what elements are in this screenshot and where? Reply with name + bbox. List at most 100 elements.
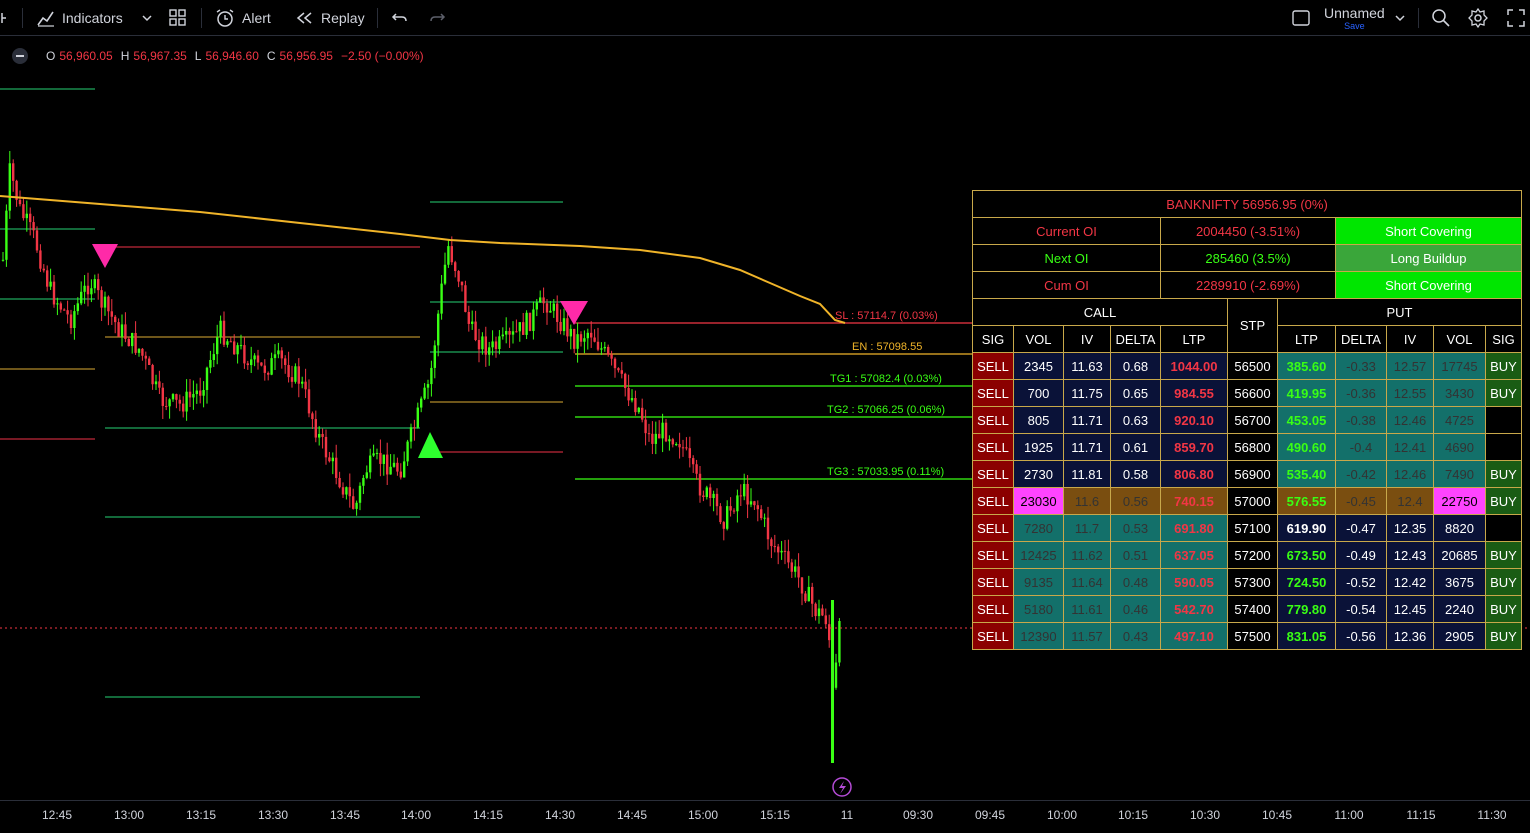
candle-body: [654, 433, 657, 444]
candle-body: [596, 341, 600, 350]
entry-label: EN : 57098.55: [852, 341, 923, 353]
candle-body: [688, 448, 691, 459]
candle-body: [165, 405, 168, 407]
put-ltp: 831.05: [1277, 622, 1336, 650]
candle-body: [416, 407, 419, 428]
candle-body: [610, 354, 613, 359]
candle-body: [141, 348, 144, 356]
strike-price: 57000: [1227, 487, 1278, 515]
candle-body: [488, 347, 491, 355]
fullscreen-icon: [1507, 9, 1525, 27]
replay-button[interactable]: Replay: [295, 0, 365, 36]
candle-body: [566, 318, 569, 337]
call-volume: 12390: [1013, 622, 1064, 650]
candle-body: [783, 550, 787, 552]
chain-row: SELL 12390 11.57 0.43 497.10 57500 831.05 -0.56…: [972, 622, 1522, 650]
candle-body: [35, 230, 39, 251]
ohlc-legend: O 56,960.05 H 56,967.35 L 56,946.60 C 56,956…: [12, 48, 428, 64]
candle-body: [573, 328, 576, 349]
candle-body: [423, 387, 426, 399]
stop-loss-label: SL : 57114.7 (0.03%): [835, 310, 938, 322]
candle-body: [301, 381, 304, 384]
sell-signal-marker: [560, 301, 588, 325]
time-tick-label: 14:15: [472, 808, 504, 822]
chain-row: SELL 805 11.71 0.63 920.10 56700 453.05 -0.38 12…: [972, 406, 1522, 434]
call-volume: 2345: [1013, 352, 1064, 380]
call-iv: 11.81: [1063, 460, 1111, 488]
call-iv: 11.75: [1063, 379, 1111, 407]
candle-body: [579, 334, 583, 342]
quick-search-button[interactable]: [1430, 0, 1452, 36]
chain-row: SELL 2730 11.81 0.58 806.80 56900 535.40 -0.42 1…: [972, 460, 1522, 488]
layout-checkbox[interactable]: [1291, 0, 1311, 36]
call-ltp: 542.70: [1160, 595, 1228, 623]
undo-button[interactable]: [390, 0, 410, 36]
indicators-button[interactable]: Indicators: [36, 0, 123, 36]
put-delta: -0.36: [1335, 379, 1387, 407]
save-label[interactable]: Save: [1344, 20, 1365, 31]
alert-button[interactable]: Alert: [214, 0, 271, 36]
candle-body: [814, 603, 817, 617]
indicators-dropdown[interactable]: [141, 0, 153, 36]
chain-row: SELL 9135 11.64 0.48 590.05 57300 724.50 -0.52 1…: [972, 568, 1522, 596]
candle-body: [467, 311, 470, 324]
candle-body: [69, 314, 73, 329]
candle-body: [226, 341, 229, 345]
put-volume: 2905: [1433, 622, 1486, 650]
candle-body: [100, 290, 103, 308]
candle-body: [525, 312, 528, 335]
call-iv: 11.61: [1063, 595, 1111, 623]
call-delta: 0.68: [1110, 352, 1161, 380]
candle-body: [831, 600, 834, 763]
candle-body: [314, 419, 317, 438]
chain-row: SELL 12425 11.62 0.51 637.05 57200 673.50 -0.49…: [972, 541, 1522, 569]
fullscreen-button[interactable]: [1506, 0, 1526, 36]
toolbar-divider: [22, 8, 23, 28]
chain-row: SELL 5180 11.61 0.46 542.70 57400 779.80 -0.54 1…: [972, 595, 1522, 623]
candle-body: [318, 433, 321, 438]
candle-body: [25, 213, 28, 219]
candle-body: [42, 268, 45, 271]
candle-body: [253, 355, 256, 360]
put-volume: 7490: [1433, 460, 1486, 488]
candle-body: [760, 509, 763, 519]
layouts-button[interactable]: [168, 0, 188, 36]
candle-body: [460, 281, 464, 286]
call-delta: 0.43: [1110, 622, 1161, 650]
layout-dropdown[interactable]: [1394, 0, 1406, 36]
price-chart[interactable]: [0, 37, 1530, 800]
layout-name-button[interactable]: Unnamed Save: [1324, 0, 1385, 36]
time-axis[interactable]: 12:45 13:00 13:15 13:30 13:45 14:00 14:15 14:30…: [0, 800, 1530, 833]
candle-body: [753, 501, 756, 506]
candle-body: [838, 621, 841, 663]
call-ltp: 637.05: [1160, 541, 1228, 569]
call-ltp: 859.70: [1160, 433, 1228, 461]
time-tick-label: 11: [840, 808, 854, 822]
alert-label: Alert: [242, 10, 271, 26]
strike-price: 57500: [1227, 622, 1278, 650]
compare-icon[interactable]: [0, 0, 8, 36]
candle-body: [137, 348, 141, 353]
candle-body: [505, 330, 508, 335]
col-header: DELTA: [1335, 325, 1387, 353]
indicator-lines: [0, 88, 972, 698]
strike-price: 57100: [1227, 514, 1278, 542]
candle-body: [358, 485, 362, 503]
collapse-legend-button[interactable]: [12, 48, 28, 64]
put-delta: -0.47: [1335, 514, 1387, 542]
redo-button[interactable]: [427, 0, 447, 36]
call-delta: 0.61: [1110, 433, 1161, 461]
candle-body: [562, 318, 566, 332]
indicators-label: Indicators: [62, 10, 123, 26]
target3-label: TG3 : 57033.95 (0.11%): [827, 466, 945, 478]
settings-button[interactable]: [1467, 0, 1489, 36]
candle-body: [233, 341, 236, 355]
candle-body: [685, 447, 688, 449]
candle-body: [658, 433, 661, 439]
candle-body: [712, 493, 715, 499]
candle-body: [73, 311, 76, 329]
alarm-clock-icon: [216, 9, 234, 27]
candle-body: [399, 471, 402, 478]
candle-body: [304, 381, 307, 390]
candle-body: [59, 303, 62, 310]
